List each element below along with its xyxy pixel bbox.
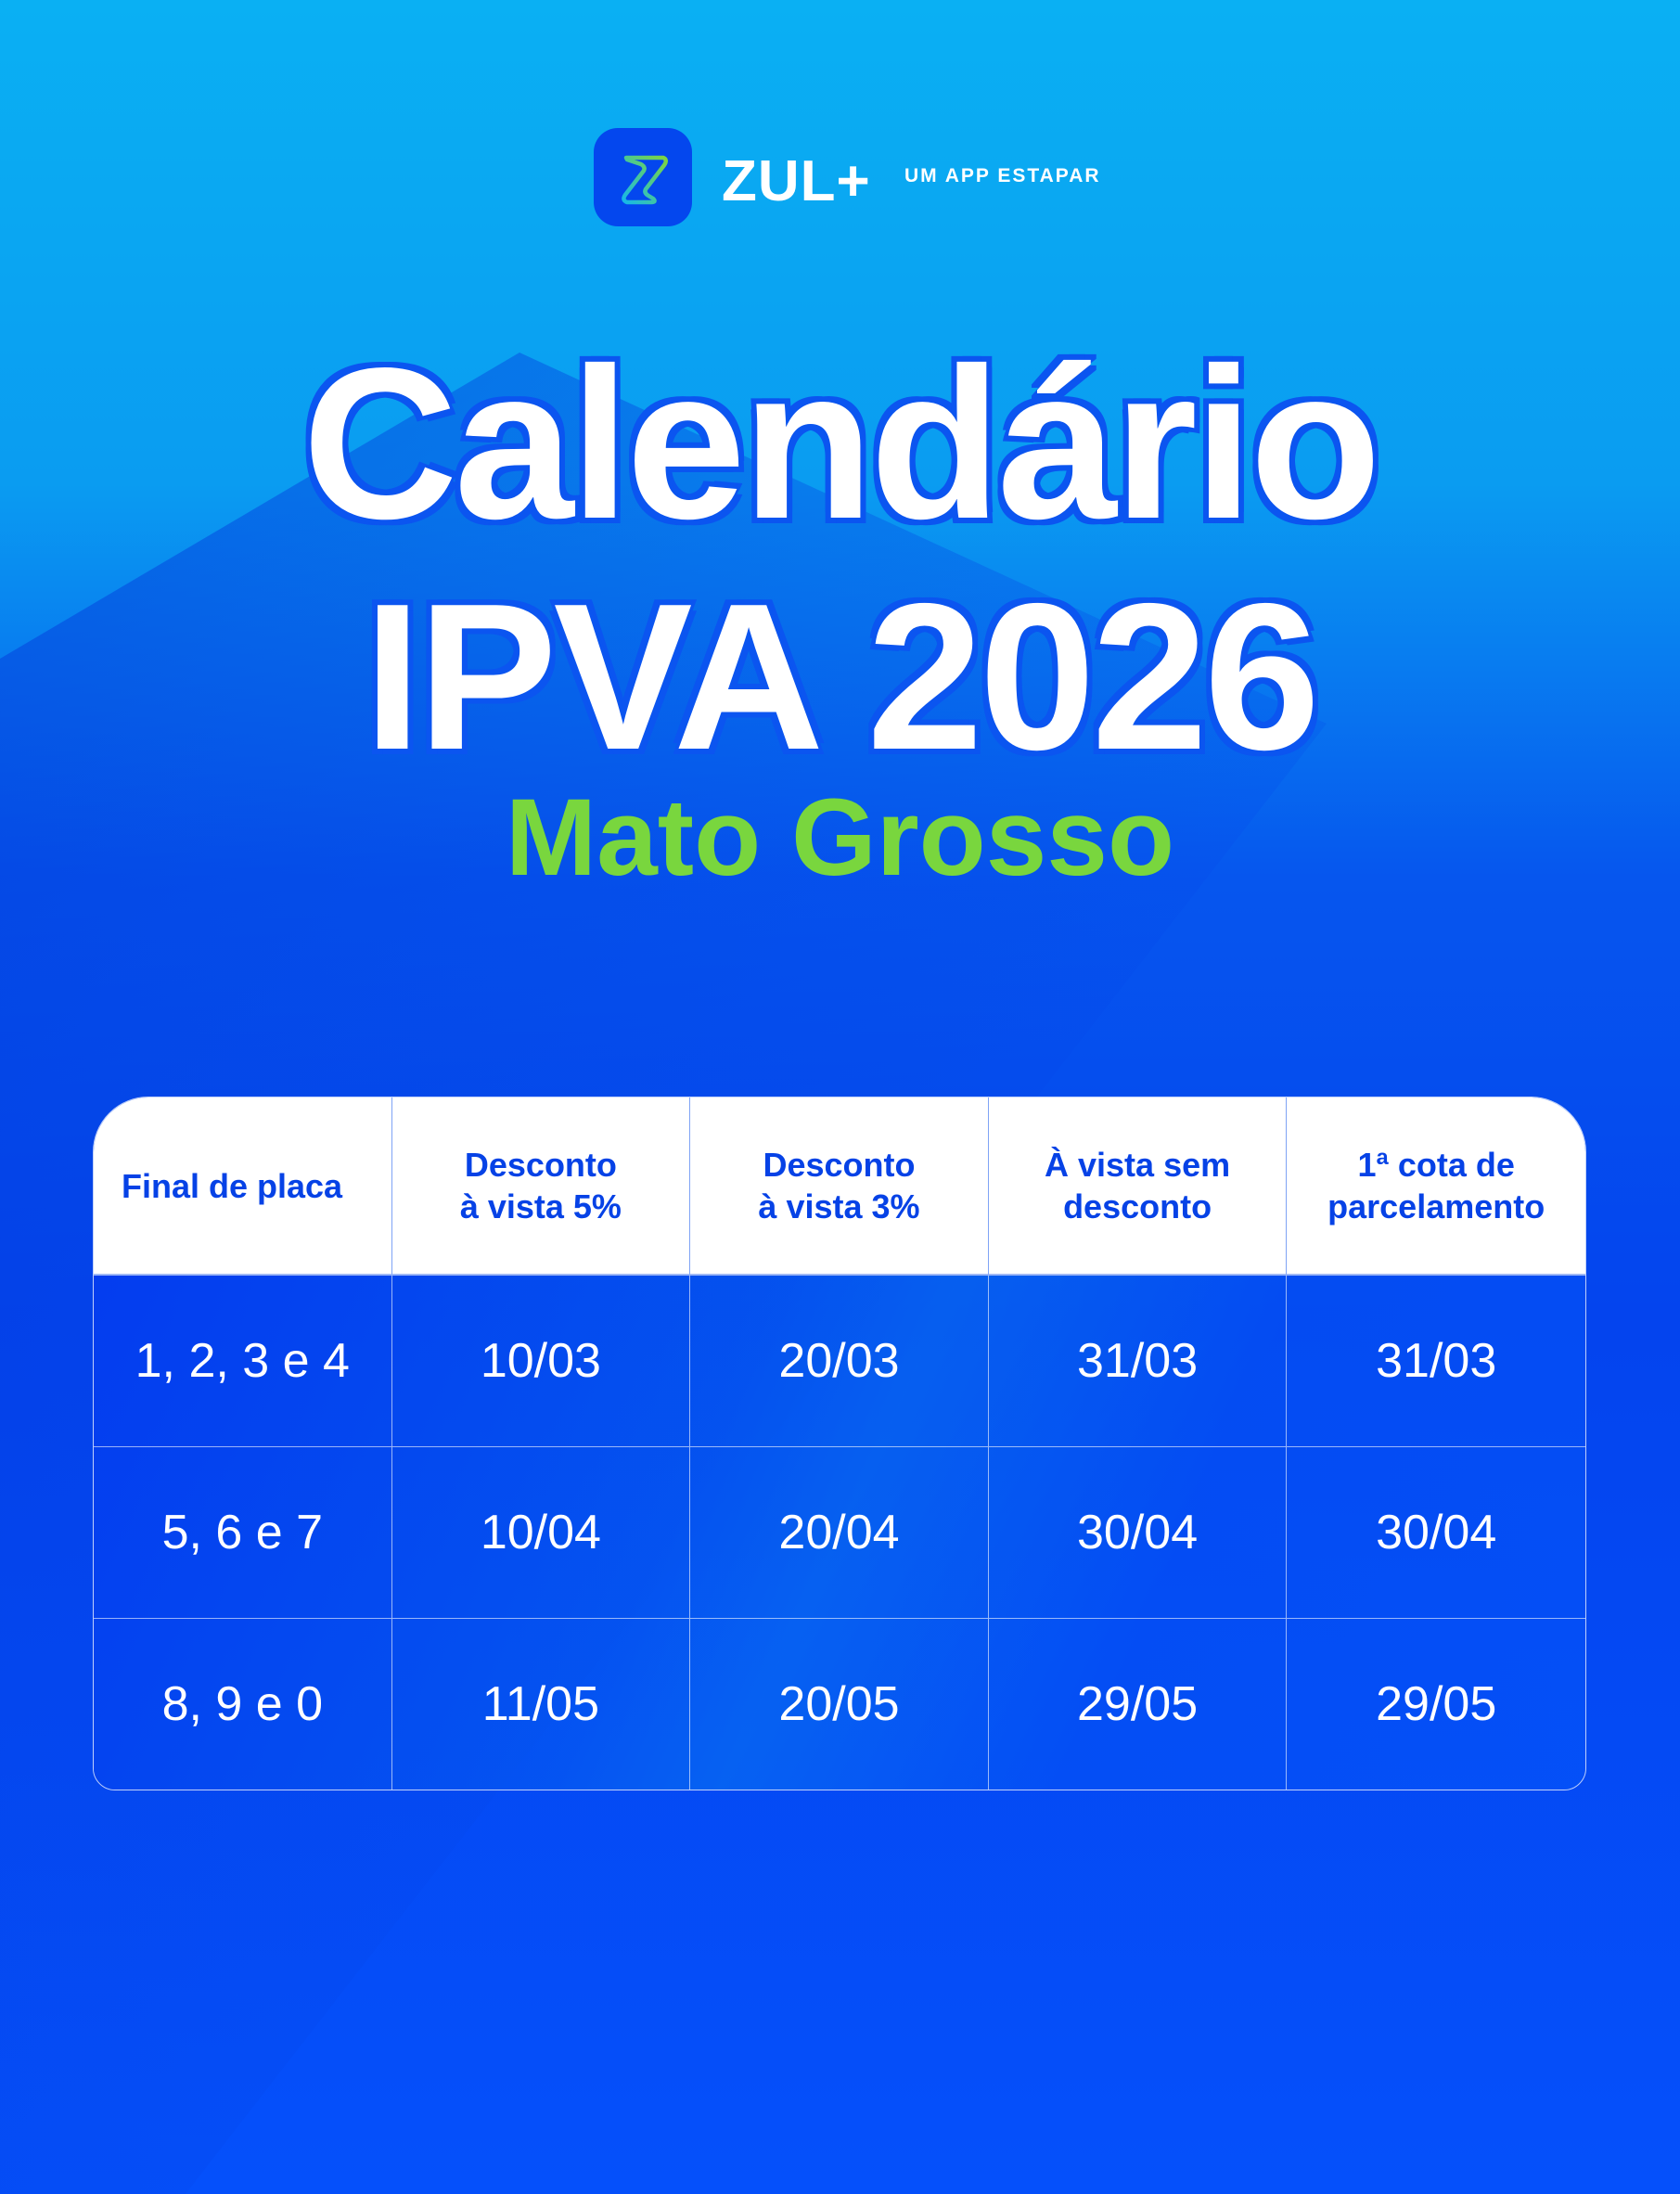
cell: 1, 2, 3 e 4 — [94, 1276, 392, 1447]
cell: 8, 9 e 0 — [94, 1619, 392, 1790]
z-logo-icon — [622, 155, 668, 205]
header-a-vista: À vista sem desconto — [988, 1097, 1288, 1276]
cell: 30/04 — [988, 1447, 1288, 1619]
cell: 10/04 — [391, 1447, 691, 1619]
cell: 30/04 — [1287, 1447, 1585, 1619]
header-desconto-3: Desconto à vista 3% — [690, 1097, 989, 1276]
brand-name: ZUL+ — [722, 149, 871, 213]
cell: 20/05 — [690, 1619, 989, 1790]
cell: 31/03 — [1287, 1276, 1585, 1447]
header-parcelamento: 1ª cota de parcelamento — [1287, 1097, 1585, 1276]
cell: 31/03 — [988, 1276, 1288, 1447]
table-row: 5, 6 e 7 10/04 20/04 30/04 30/04 — [94, 1447, 1585, 1619]
state-subtitle: Mato Grosso — [505, 776, 1175, 899]
title-line-2: IPVA 2026 — [363, 559, 1320, 793]
cell: 20/03 — [690, 1276, 989, 1447]
ipva-calendar-table: Final de placa Desconto à vista 5% Descon… — [93, 1097, 1586, 1790]
cell: 29/05 — [1376, 1677, 1497, 1731]
cell: 11/05 — [392, 1619, 691, 1790]
table-row: 8, 9 e 0 11/05 20/05 29/05 29/05 — [94, 1619, 1585, 1790]
title-line-1: Calendário — [302, 324, 1381, 564]
cell: 10/03 — [391, 1276, 691, 1447]
cell: 5, 6 e 7 — [94, 1447, 392, 1619]
header-final-placa: Final de placa — [94, 1097, 392, 1276]
header-desconto-5: Desconto à vista 5% — [391, 1097, 691, 1276]
table-header-row: Final de placa Desconto à vista 5% Descon… — [94, 1097, 1585, 1276]
cell: 20/04 — [690, 1447, 989, 1619]
zul-app-logo — [594, 128, 692, 226]
cell: 29/05 — [989, 1619, 1288, 1790]
brand-tagline: UM APP ESTAPAR — [904, 165, 1101, 186]
table-row: 1, 2, 3 e 4 10/03 20/03 31/03 31/03 — [94, 1276, 1585, 1447]
